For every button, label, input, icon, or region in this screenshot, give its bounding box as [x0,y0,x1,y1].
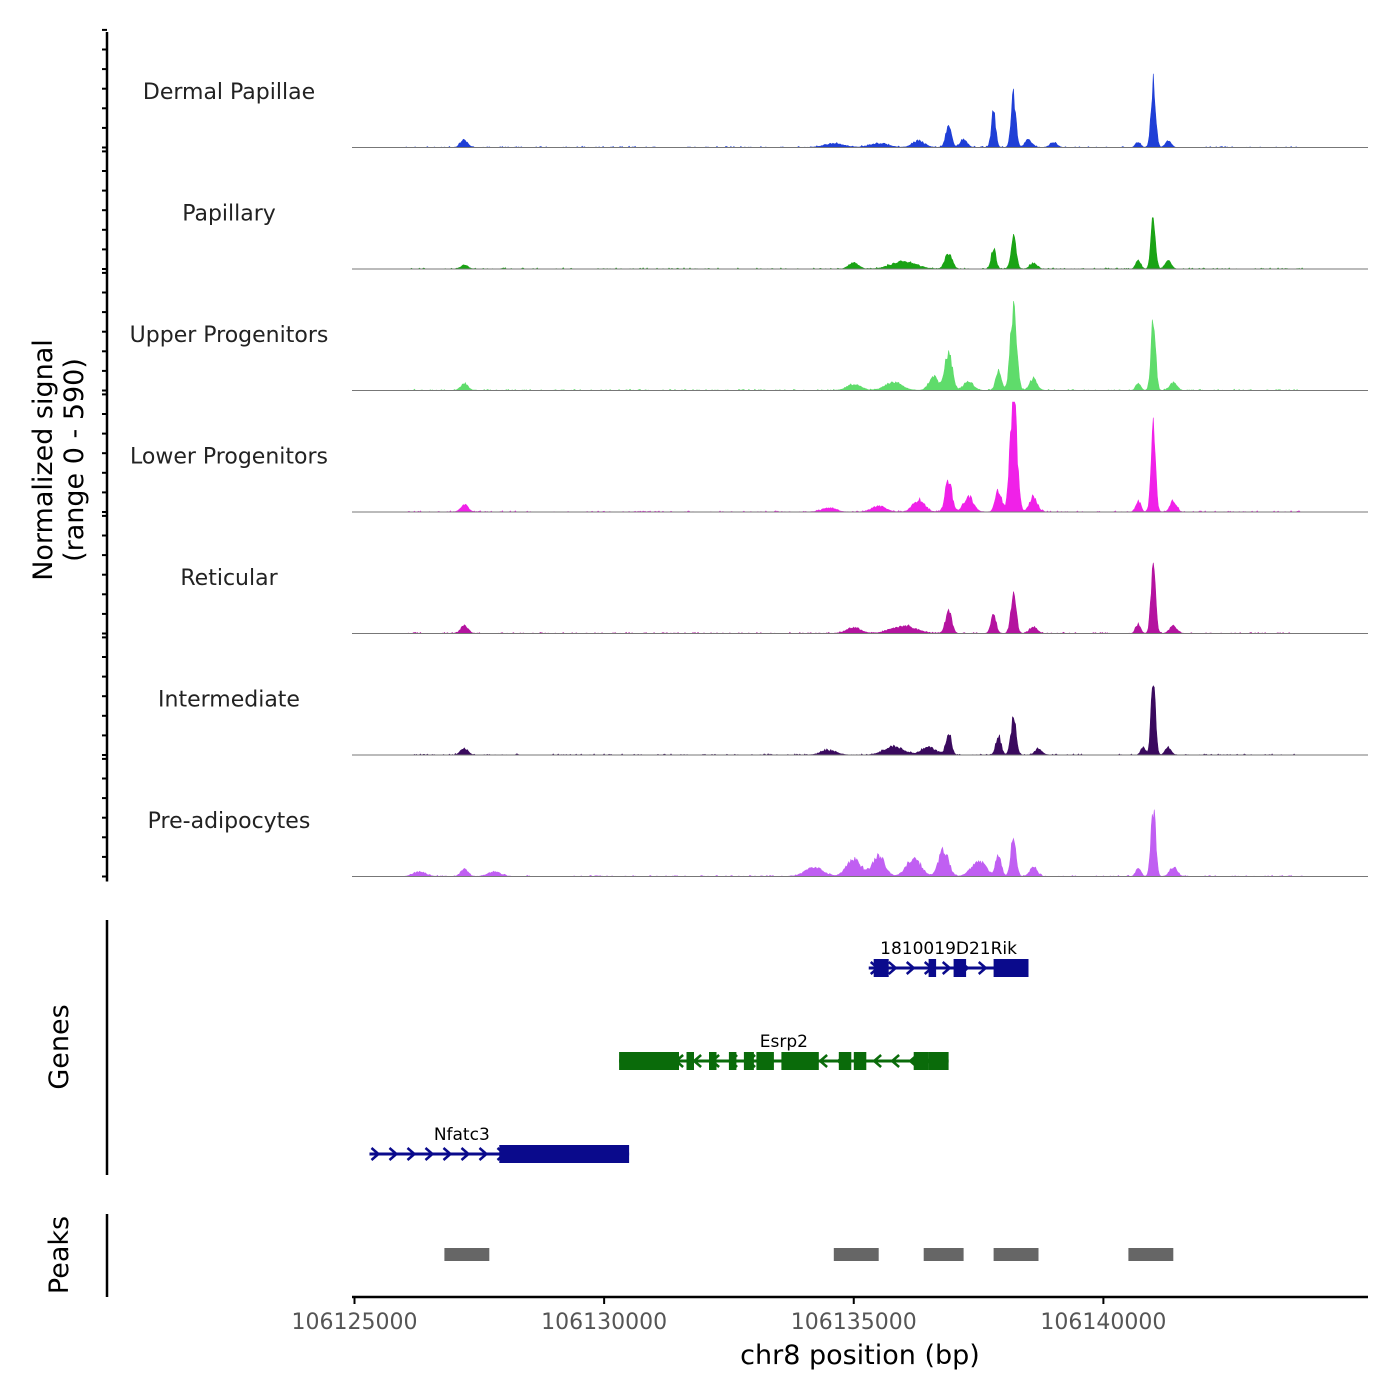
y-axis-title-line2: (range 0 - 590) [59,358,90,562]
x-tick-label: 106125000 [292,1310,418,1335]
genes-track-title: Genes [44,1004,75,1089]
peak-region [1128,1248,1174,1261]
gene-exon [728,1052,737,1070]
gene-label: 1810019D21Rik [880,939,1017,959]
signal-area [352,809,1329,877]
track-upper-progenitors [352,301,1368,391]
gene-exon [756,1052,774,1070]
gene-exon [913,1052,929,1070]
gene-nfatc3: Nfatc3 [369,1125,630,1163]
track-label: Intermediate [158,688,300,713]
track-label: Dermal Papillae [143,80,315,105]
track-label: Papillary [182,202,276,227]
coverage-tracks [352,73,1368,877]
genes-track: 1810019D21Rik Esrp2 Nfatc3 [369,939,1029,1163]
track-lower-progenitors [352,401,1368,513]
track-pre-adipocytes [352,809,1368,877]
track-intermediate [352,685,1368,756]
strand-chevron [406,1147,417,1161]
x-tick-label: 106135000 [791,1310,917,1335]
strand-chevron [887,961,898,975]
peak-region [444,1248,490,1261]
gene-exon [619,1052,679,1070]
strand-chevron [890,1054,900,1068]
track-label: Upper Progenitors [130,323,329,348]
gene-exon [873,959,889,977]
strand-chevron [460,1147,471,1161]
x-axis-title: chr8 position (bp) [740,1340,980,1371]
gene-exon [499,1145,630,1163]
track-labels: Dermal Papillae Papillary Upper Progenitor… [130,80,329,834]
peaks-track [444,1248,1174,1261]
signal-area [352,562,1329,634]
signal-area [352,217,1329,270]
track-label: Lower Progenitors [130,445,328,470]
strand-chevron [388,1147,399,1161]
strand-chevron [977,961,988,975]
gene-exon [838,1052,852,1070]
track-dermal-papillae [352,73,1368,148]
strand-chevron [941,961,952,975]
gene-exon [709,1052,717,1070]
gene-label: Nfatc3 [434,1125,490,1145]
track-reticular [352,562,1368,634]
signal-area [352,685,1329,756]
strand-chevron [370,1147,381,1161]
signal-area [352,73,1329,148]
gene-label: Esrp2 [760,1032,808,1052]
track-label: Pre-adipocytes [148,809,311,834]
gene-exon [743,1052,754,1070]
track-papillary [352,217,1368,270]
signal-area [352,401,1329,513]
strand-chevron [905,961,916,975]
peak-region [833,1248,879,1261]
strand-chevron [692,1054,702,1068]
x-tick-label: 106130000 [541,1310,667,1335]
strand-chevron [424,1147,435,1161]
gene-exon [928,1052,949,1070]
y-axis-title-line1: Normalized signal [28,339,59,581]
gene-exon [781,1052,819,1070]
axes: 106125000 106130000 106135000 106140000 [102,28,1368,1335]
gene-esrp2: Esrp2 [619,1032,949,1070]
strand-chevron [872,1054,882,1068]
x-tick-label: 106140000 [1040,1310,1166,1335]
peaks-track-title: Peaks [44,1216,75,1294]
strand-chevron [818,1054,828,1068]
strand-chevron [478,1147,489,1161]
strand-chevron [442,1147,453,1161]
gene-exon [953,959,967,977]
peak-region [993,1248,1039,1261]
peak-region [923,1248,964,1261]
signal-area [352,301,1329,391]
gene-exon [853,1052,867,1070]
gene-1810019d21rik: 1810019D21Rik [868,939,1029,977]
track-label: Reticular [180,566,278,591]
gene-exon [686,1052,694,1070]
gene-exon [928,959,937,977]
gene-exon [993,959,1029,977]
